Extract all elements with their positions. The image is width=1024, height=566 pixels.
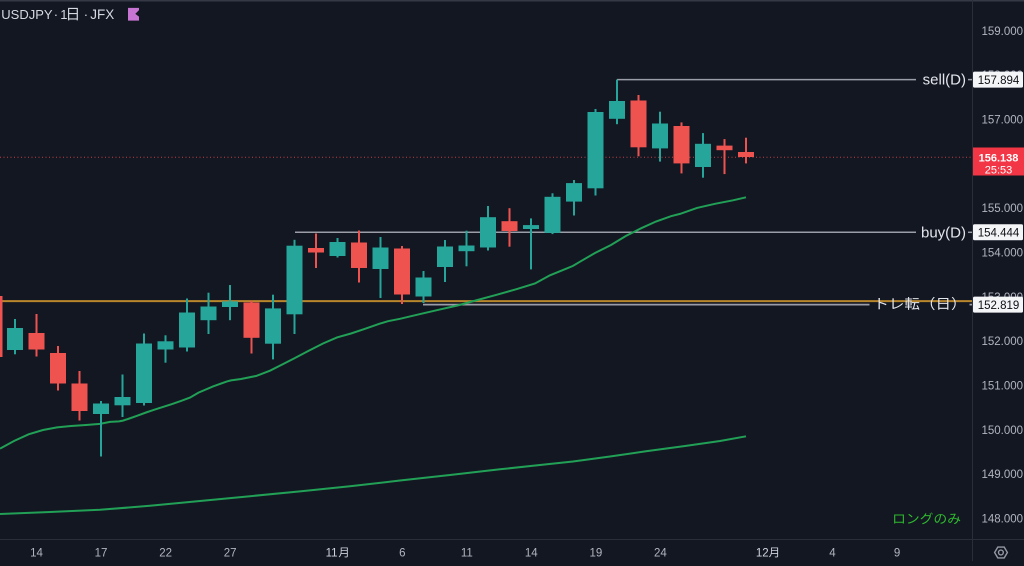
svg-text:11: 11 bbox=[326, 548, 338, 560]
svg-text:150.000: 150.000 bbox=[982, 425, 1024, 437]
svg-text:155.000: 155.000 bbox=[982, 203, 1024, 215]
svg-text:·: · bbox=[54, 7, 58, 22]
svg-text:1: 1 bbox=[60, 7, 67, 22]
svg-text:4: 4 bbox=[829, 548, 836, 560]
svg-text:149.000: 149.000 bbox=[982, 469, 1024, 481]
svg-text:22: 22 bbox=[159, 548, 172, 560]
svg-text:19: 19 bbox=[590, 548, 603, 560]
svg-text:152.000: 152.000 bbox=[982, 336, 1024, 348]
svg-text:JFX: JFX bbox=[90, 7, 114, 22]
svg-text:157.000: 157.000 bbox=[982, 115, 1024, 127]
svg-text:12: 12 bbox=[756, 548, 769, 560]
svg-text:154.000: 154.000 bbox=[982, 247, 1024, 259]
svg-text:152.819: 152.819 bbox=[978, 300, 1020, 312]
svg-text:14: 14 bbox=[30, 548, 43, 560]
svg-text:·: · bbox=[84, 7, 88, 22]
svg-text:11: 11 bbox=[461, 548, 473, 560]
svg-text:148.000: 148.000 bbox=[982, 513, 1024, 525]
svg-text:6: 6 bbox=[399, 548, 405, 560]
svg-text:USDJPY: USDJPY bbox=[1, 7, 53, 22]
svg-text:151.000: 151.000 bbox=[982, 380, 1024, 392]
svg-text:sell(D): sell(D) bbox=[923, 72, 966, 89]
svg-text:9: 9 bbox=[894, 548, 900, 560]
svg-text:154.444: 154.444 bbox=[978, 228, 1020, 240]
svg-text:14: 14 bbox=[525, 548, 538, 560]
svg-text:25:53: 25:53 bbox=[985, 164, 1013, 176]
svg-text:159.000: 159.000 bbox=[982, 26, 1024, 38]
svg-text:buy(D): buy(D) bbox=[921, 224, 966, 241]
svg-text:157.894: 157.894 bbox=[978, 75, 1020, 87]
svg-text:27: 27 bbox=[224, 548, 237, 560]
svg-text:17: 17 bbox=[95, 548, 108, 560]
svg-text:24: 24 bbox=[654, 548, 667, 560]
svg-text:156.138: 156.138 bbox=[979, 152, 1019, 164]
